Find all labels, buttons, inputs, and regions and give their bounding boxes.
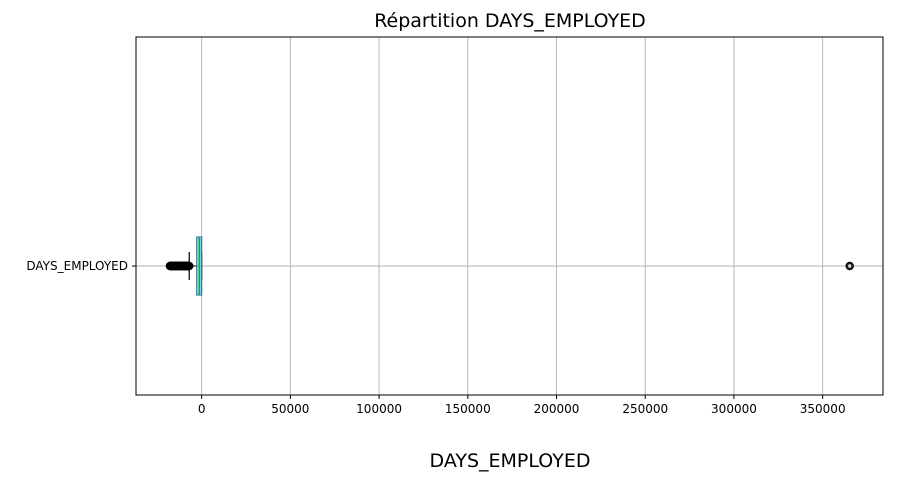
chart-title: Répartition DAYS_EMPLOYED <box>374 10 646 32</box>
x-tick-label: 200000 <box>534 402 580 416</box>
plot-frame <box>135 36 884 396</box>
x-axis-label: DAYS_EMPLOYED <box>430 450 591 472</box>
x-axis-ticks: 0 50000 100000 150000 200000 250000 300000 3500… <box>198 395 846 416</box>
x-tick-label: 300000 <box>711 402 757 416</box>
grid-lines <box>136 37 883 395</box>
x-tick-label: 100000 <box>356 402 402 416</box>
x-tick-label: 150000 <box>445 402 491 416</box>
outlier-point-high-inner <box>847 263 853 269</box>
y-category-label: DAYS_EMPLOYED <box>26 259 128 273</box>
x-tick-label: 0 <box>198 402 206 416</box>
outlier-points-low <box>165 261 194 271</box>
x-tick-label: 350000 <box>800 402 846 416</box>
outlier-point-high <box>845 261 854 271</box>
x-tick-label: 250000 <box>622 402 668 416</box>
boxplot-series <box>165 236 854 296</box>
x-tick-label: 50000 <box>271 402 309 416</box>
y-axis-categories: DAYS_EMPLOYED <box>26 259 136 273</box>
